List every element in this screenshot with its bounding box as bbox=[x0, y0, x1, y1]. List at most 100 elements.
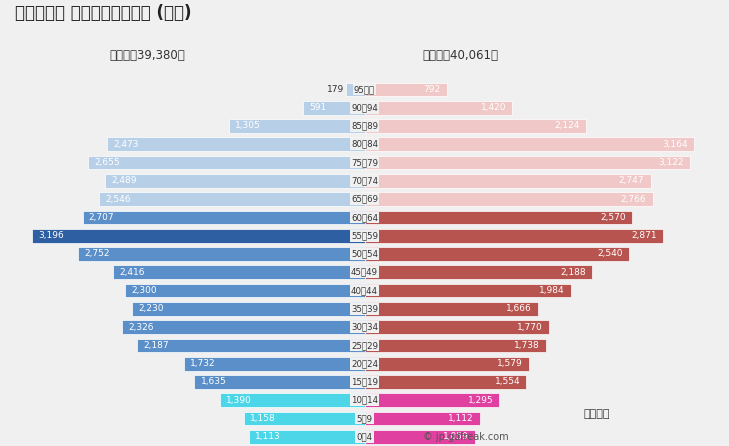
Text: 1,666: 1,666 bbox=[506, 304, 531, 314]
Bar bbox=[364, 357, 529, 371]
Bar bbox=[229, 119, 364, 133]
Text: 2,230: 2,230 bbox=[139, 304, 164, 314]
Text: 女性計：40,061人: 女性計：40,061人 bbox=[423, 49, 499, 62]
Bar bbox=[122, 320, 364, 334]
Text: 792: 792 bbox=[424, 85, 441, 94]
Bar bbox=[113, 265, 364, 279]
Text: 2,570: 2,570 bbox=[600, 213, 626, 222]
Text: 2,655: 2,655 bbox=[94, 158, 120, 167]
Bar bbox=[364, 375, 526, 389]
Text: 男性計：39,380人: 男性計：39,380人 bbox=[109, 49, 185, 62]
Text: 2,416: 2,416 bbox=[119, 268, 144, 277]
Text: 1,112: 1,112 bbox=[448, 414, 474, 423]
Bar bbox=[82, 211, 364, 224]
Bar bbox=[244, 412, 364, 425]
Text: 20～24: 20～24 bbox=[351, 359, 378, 368]
Text: 1,554: 1,554 bbox=[494, 377, 520, 387]
Bar bbox=[107, 137, 364, 151]
Bar bbox=[194, 375, 364, 389]
Text: 2,473: 2,473 bbox=[113, 140, 139, 149]
Bar bbox=[303, 101, 364, 115]
Bar bbox=[364, 339, 545, 352]
Text: 0～4: 0～4 bbox=[356, 432, 373, 442]
Text: 2,124: 2,124 bbox=[554, 121, 580, 131]
Text: 30～34: 30～34 bbox=[351, 322, 378, 332]
Text: 50～54: 50～54 bbox=[351, 249, 378, 259]
Text: 2,707: 2,707 bbox=[89, 213, 114, 222]
Text: 90～94: 90～94 bbox=[351, 103, 378, 112]
Bar bbox=[364, 192, 652, 206]
Bar bbox=[346, 83, 364, 96]
Text: 95歳～: 95歳～ bbox=[354, 85, 375, 94]
Bar bbox=[364, 320, 549, 334]
Bar bbox=[364, 284, 571, 297]
Bar bbox=[364, 137, 694, 151]
Text: 1,158: 1,158 bbox=[250, 414, 276, 423]
Text: 25～29: 25～29 bbox=[351, 341, 378, 350]
Text: 1,984: 1,984 bbox=[539, 286, 565, 295]
Text: 1,390: 1,390 bbox=[226, 396, 252, 405]
Text: 70～74: 70～74 bbox=[351, 176, 378, 186]
Bar bbox=[105, 174, 364, 188]
Bar bbox=[364, 211, 632, 224]
Text: 1,732: 1,732 bbox=[190, 359, 216, 368]
Text: 2,300: 2,300 bbox=[131, 286, 157, 295]
Text: 591: 591 bbox=[309, 103, 327, 112]
Text: 2,489: 2,489 bbox=[112, 176, 137, 186]
Text: 1,059: 1,059 bbox=[443, 432, 469, 442]
Bar bbox=[184, 357, 364, 371]
Text: 60～64: 60～64 bbox=[351, 213, 378, 222]
Text: 15～19: 15～19 bbox=[351, 377, 378, 387]
Text: 1,579: 1,579 bbox=[497, 359, 523, 368]
Text: 2,187: 2,187 bbox=[143, 341, 168, 350]
Bar bbox=[364, 412, 480, 425]
Text: 3,164: 3,164 bbox=[662, 140, 687, 149]
Bar bbox=[364, 393, 499, 407]
Bar bbox=[219, 393, 364, 407]
Text: 2,326: 2,326 bbox=[128, 322, 154, 332]
Bar bbox=[364, 174, 650, 188]
Text: 2,752: 2,752 bbox=[84, 249, 109, 259]
Bar bbox=[364, 247, 629, 261]
Bar bbox=[364, 119, 585, 133]
Text: 3,196: 3,196 bbox=[38, 231, 63, 240]
Bar bbox=[364, 430, 475, 444]
Bar bbox=[125, 284, 364, 297]
Text: 2,540: 2,540 bbox=[597, 249, 623, 259]
Text: 40～44: 40～44 bbox=[351, 286, 378, 295]
Text: 1,305: 1,305 bbox=[235, 121, 260, 131]
Text: ２０３０年 伊賀市の人口構成 (予測): ２０３０年 伊賀市の人口構成 (予測) bbox=[15, 4, 191, 22]
Text: 1,635: 1,635 bbox=[200, 377, 226, 387]
Text: 3,122: 3,122 bbox=[658, 158, 683, 167]
Text: 1,770: 1,770 bbox=[517, 322, 542, 332]
Text: 2,188: 2,188 bbox=[561, 268, 586, 277]
Text: 2,546: 2,546 bbox=[106, 194, 131, 204]
Text: 2,766: 2,766 bbox=[620, 194, 647, 204]
Bar bbox=[364, 265, 593, 279]
Bar bbox=[99, 192, 364, 206]
Bar bbox=[364, 156, 690, 169]
Text: 2,747: 2,747 bbox=[619, 176, 644, 186]
Text: 10～14: 10～14 bbox=[351, 396, 378, 405]
Bar bbox=[31, 229, 364, 243]
Bar bbox=[88, 156, 364, 169]
Text: 35～39: 35～39 bbox=[351, 304, 378, 314]
Text: 45～49: 45～49 bbox=[351, 268, 378, 277]
Text: 5～9: 5～9 bbox=[356, 414, 373, 423]
Text: 65～69: 65～69 bbox=[351, 194, 378, 204]
Text: 75～79: 75～79 bbox=[351, 158, 378, 167]
Text: 1,113: 1,113 bbox=[255, 432, 281, 442]
Text: 2,871: 2,871 bbox=[631, 231, 658, 240]
Bar bbox=[137, 339, 364, 352]
Bar bbox=[364, 302, 538, 316]
Text: 1,738: 1,738 bbox=[513, 341, 539, 350]
Bar bbox=[78, 247, 364, 261]
Text: 1,420: 1,420 bbox=[480, 103, 506, 112]
Bar bbox=[364, 229, 663, 243]
Bar bbox=[364, 83, 447, 96]
Text: 単位：人: 単位：人 bbox=[583, 409, 609, 419]
Bar bbox=[132, 302, 364, 316]
Text: 179: 179 bbox=[327, 85, 344, 94]
Text: 85～89: 85～89 bbox=[351, 121, 378, 131]
Text: © jp.gdfreak.com: © jp.gdfreak.com bbox=[423, 432, 508, 442]
